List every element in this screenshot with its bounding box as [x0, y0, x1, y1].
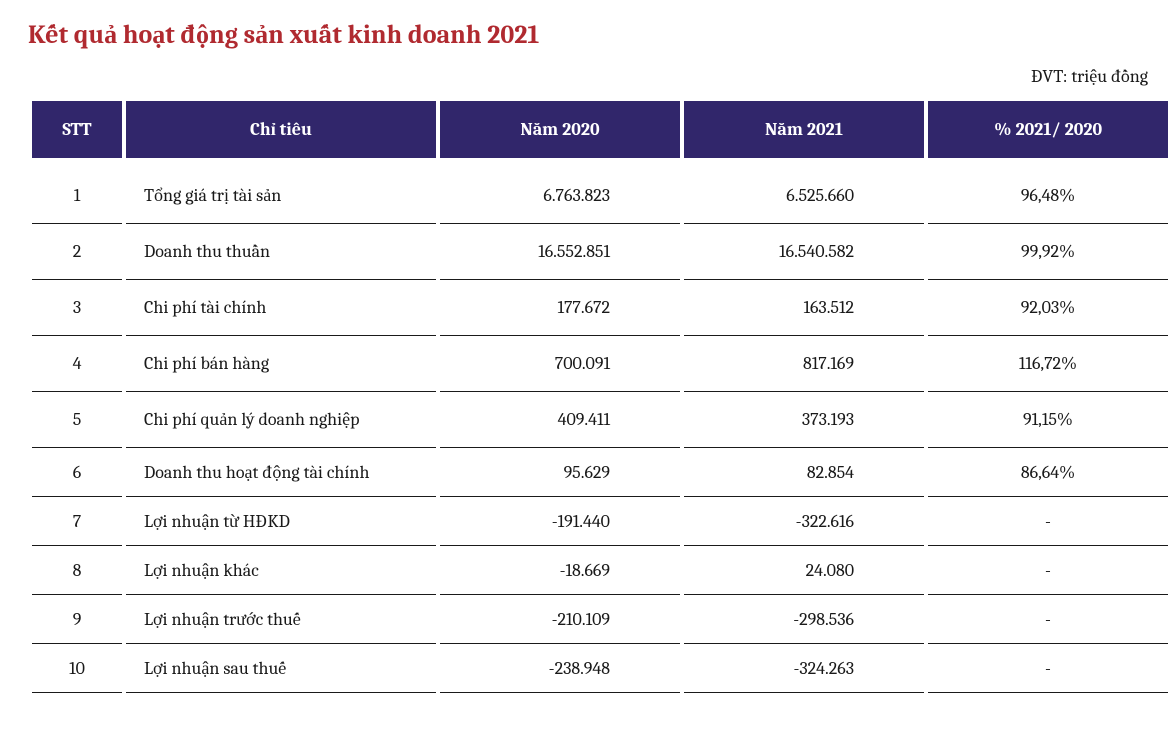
cell-name: Chi phí bán hàng [126, 336, 436, 392]
cell-2020: 177.672 [440, 280, 680, 336]
table-row: 4Chi phí bán hàng700.091817.169116,72% [32, 336, 1168, 392]
cell-stt: 4 [32, 336, 122, 392]
cell-2021: 16.540.582 [684, 224, 924, 280]
cell-2021: 817.169 [684, 336, 924, 392]
results-table: STT Chỉ tiêu Năm 2020 Năm 2021 % 2021/ 2… [28, 101, 1172, 693]
table-row: 3Chi phí tài chính177.672163.51292,03% [32, 280, 1168, 336]
unit-label: ĐVT: triệu đồng [28, 66, 1148, 87]
col-header-2021: Năm 2021 [684, 101, 924, 158]
cell-2021: -298.536 [684, 595, 924, 644]
cell-pct: - [928, 644, 1168, 693]
table-row: 7Lợi nhuận từ HĐKD-191.440-322.616- [32, 497, 1168, 546]
cell-2021: 373.193 [684, 392, 924, 448]
table-row: 8Lợi nhuận khác-18.66924.080- [32, 546, 1168, 595]
cell-stt: 6 [32, 448, 122, 497]
cell-name: Chi phí quản lý doanh nghiệp [126, 392, 436, 448]
cell-stt: 2 [32, 224, 122, 280]
cell-stt: 7 [32, 497, 122, 546]
cell-2020: 16.552.851 [440, 224, 680, 280]
cell-pct: 91,15% [928, 392, 1168, 448]
col-header-name: Chỉ tiêu [126, 101, 436, 158]
table-row: 1Tổng giá trị tài sản6.763.8236.525.6609… [32, 158, 1168, 224]
cell-name: Doanh thu hoạt động tài chính [126, 448, 436, 497]
table-body: 1Tổng giá trị tài sản6.763.8236.525.6609… [32, 158, 1168, 693]
cell-pct: 116,72% [928, 336, 1168, 392]
cell-name: Tổng giá trị tài sản [126, 158, 436, 224]
cell-name: Lợi nhuận sau thuế [126, 644, 436, 693]
page-title: Kết quả hoạt động sản xuất kinh doanh 20… [28, 20, 1148, 50]
cell-stt: 9 [32, 595, 122, 644]
table-row: 6Doanh thu hoạt động tài chính95.62982.8… [32, 448, 1168, 497]
cell-2021: 82.854 [684, 448, 924, 497]
cell-stt: 5 [32, 392, 122, 448]
cell-pct: 99,92% [928, 224, 1168, 280]
cell-2021: -324.263 [684, 644, 924, 693]
cell-2020: 700.091 [440, 336, 680, 392]
cell-2021: 6.525.660 [684, 158, 924, 224]
cell-name: Lợi nhuận trước thuế [126, 595, 436, 644]
cell-stt: 10 [32, 644, 122, 693]
cell-2020: -191.440 [440, 497, 680, 546]
cell-2020: -210.109 [440, 595, 680, 644]
cell-pct: - [928, 595, 1168, 644]
cell-stt: 3 [32, 280, 122, 336]
cell-2021: 163.512 [684, 280, 924, 336]
cell-pct: - [928, 497, 1168, 546]
cell-stt: 8 [32, 546, 122, 595]
table-row: 9Lợi nhuận trước thuế-210.109-298.536- [32, 595, 1168, 644]
table-header-row: STT Chỉ tiêu Năm 2020 Năm 2021 % 2021/ 2… [32, 101, 1168, 158]
cell-2020: 95.629 [440, 448, 680, 497]
col-header-2020: Năm 2020 [440, 101, 680, 158]
cell-pct: 86,64% [928, 448, 1168, 497]
cell-pct: - [928, 546, 1168, 595]
cell-2020: 6.763.823 [440, 158, 680, 224]
col-header-pct: % 2021/ 2020 [928, 101, 1168, 158]
cell-2020: 409.411 [440, 392, 680, 448]
cell-stt: 1 [32, 158, 122, 224]
col-header-stt: STT [32, 101, 122, 158]
cell-pct: 92,03% [928, 280, 1168, 336]
cell-name: Chi phí tài chính [126, 280, 436, 336]
table-row: 10Lợi nhuận sau thuế-238.948-324.263- [32, 644, 1168, 693]
cell-pct: 96,48% [928, 158, 1168, 224]
cell-name: Doanh thu thuần [126, 224, 436, 280]
table-row: 5Chi phí quản lý doanh nghiệp409.411373.… [32, 392, 1168, 448]
cell-2021: -322.616 [684, 497, 924, 546]
cell-2021: 24.080 [684, 546, 924, 595]
cell-2020: -238.948 [440, 644, 680, 693]
cell-name: Lợi nhuận từ HĐKD [126, 497, 436, 546]
table-row: 2Doanh thu thuần16.552.85116.540.58299,9… [32, 224, 1168, 280]
cell-name: Lợi nhuận khác [126, 546, 436, 595]
cell-2020: -18.669 [440, 546, 680, 595]
